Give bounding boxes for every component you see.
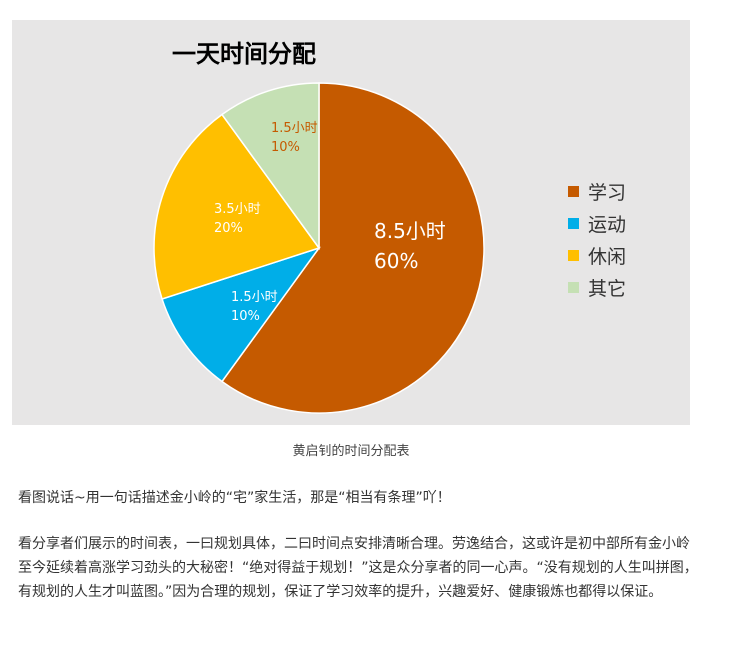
slice-hours-label-3: 3.5小时 [214, 202, 261, 217]
paragraph-body: 看分享者们展示的时间表，一曰规划具体，二曰时间点安排清晰合理。劳逸结合，这或许是… [18, 536, 698, 600]
slice-hours-label-1: 8.5小时 [374, 219, 446, 243]
legend-label-3: 休闲 [588, 246, 626, 268]
legend-swatch-2 [568, 218, 579, 229]
legend-swatch-1 [568, 186, 579, 197]
legend-label-2: 运动 [588, 214, 626, 236]
pie-slice-4 [220, 82, 320, 251]
figure-caption: 黄启钊的时间分配表 [292, 444, 410, 459]
pie-chart-figure: 一天时间分配 8.5小时 60% 1.5小时 10% 3.5小时 20% 1.5小时 10% … [12, 20, 690, 425]
legend-label-1: 学习 [588, 182, 626, 204]
legend-label-4: 其它 [588, 278, 626, 300]
slice-percent-label-3: 20% [214, 221, 243, 236]
pie-slice-1 [220, 82, 485, 414]
slice-hours-label-4: 1.5小时 [271, 121, 318, 136]
slice-percent-label-2: 10% [231, 309, 260, 324]
pie-slice-3 [153, 113, 321, 300]
pie-chart: 一天时间分配 8.5小时60%1.5小时10%3.5小时20%1.5小时10% … [153, 40, 626, 414]
chart-title: 一天时间分配 [172, 40, 316, 68]
slice-hours-label-2: 1.5小时 [231, 290, 278, 305]
slice-percent-label-4: 10% [271, 140, 300, 155]
slice-percent-label-1: 60% [374, 249, 418, 273]
pie-slice-2 [161, 246, 321, 383]
legend-swatch-3 [568, 250, 579, 261]
paragraph-intro: 看图说话~用一句话描述金小岭的“宅”家生活，那是“相当有条理”吖！ [18, 490, 451, 506]
legend-swatch-4 [568, 282, 579, 293]
